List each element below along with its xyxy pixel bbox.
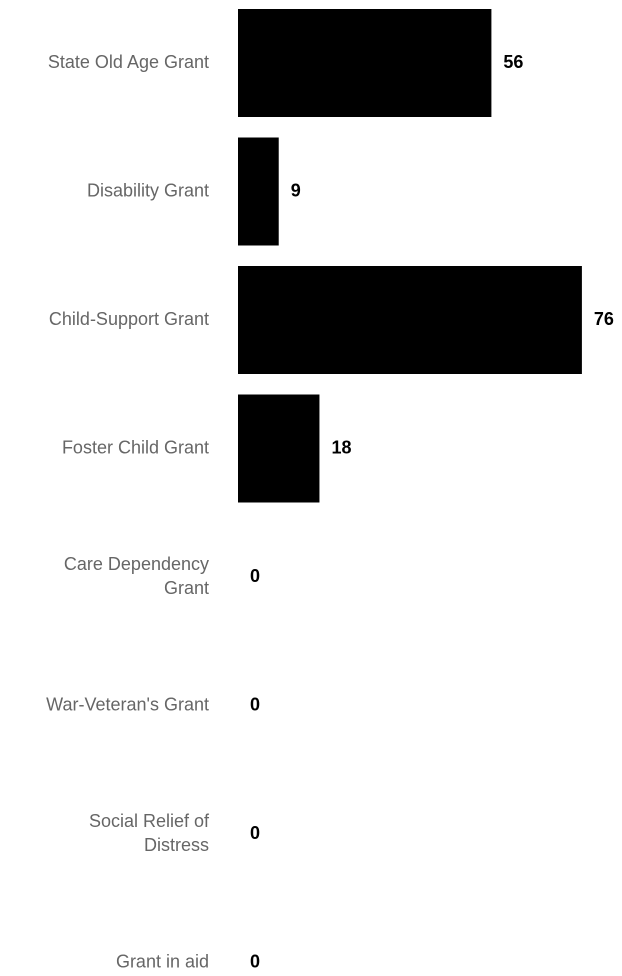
category-label: War-Veteran's Grant	[46, 694, 209, 714]
value-label: 0	[250, 823, 260, 843]
value-label: 56	[503, 52, 523, 72]
category-label: Foster Child Grant	[62, 437, 209, 457]
category-label: State Old Age Grant	[48, 52, 209, 72]
bar	[238, 266, 582, 374]
bar	[238, 394, 320, 503]
bar	[238, 137, 279, 246]
bar	[238, 9, 492, 117]
value-label: 9	[291, 180, 301, 200]
value-label: 18	[331, 437, 351, 457]
value-label: 76	[594, 309, 614, 329]
category-label: Social Relief of Distress	[89, 811, 210, 855]
value-label: 0	[250, 951, 260, 971]
category-label: Child-Support Grant	[49, 309, 209, 329]
category-label: Grant in aid	[116, 951, 209, 971]
value-label: 0	[250, 566, 260, 586]
category-label: Care Dependency Grant	[64, 554, 209, 598]
category-label: Disability Grant	[87, 180, 209, 200]
value-label: 0	[250, 694, 260, 714]
category-labels-group: State Old Age Grant Disability Grant Child…	[46, 52, 210, 972]
bars-group	[238, 9, 582, 503]
value-labels-group: 56 9 76 18 0 0 0 0	[250, 52, 614, 972]
